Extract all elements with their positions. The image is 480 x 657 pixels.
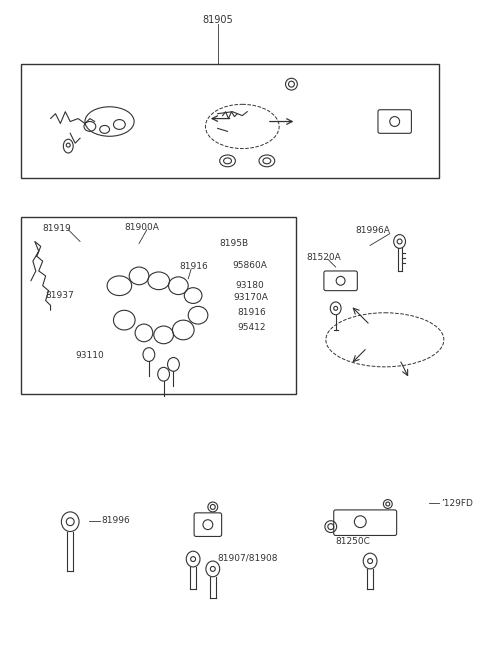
Text: 95412: 95412 <box>238 323 266 332</box>
Text: 81900A: 81900A <box>124 223 159 232</box>
Text: 81520A: 81520A <box>306 253 341 261</box>
Text: 81919: 81919 <box>43 224 72 233</box>
Text: ’129FD: ’129FD <box>441 499 473 507</box>
Text: 81916: 81916 <box>238 307 266 317</box>
Text: 81996: 81996 <box>102 516 131 525</box>
Text: 93110: 93110 <box>75 351 104 360</box>
Text: 81996A: 81996A <box>355 226 390 235</box>
Text: 81905: 81905 <box>203 15 233 25</box>
Bar <box>21 64 439 177</box>
Text: 81916: 81916 <box>180 261 208 271</box>
Text: 93170A: 93170A <box>233 293 268 302</box>
Bar <box>21 217 296 394</box>
Text: 81907/81908: 81907/81908 <box>218 554 278 562</box>
Text: 95860A: 95860A <box>232 261 267 269</box>
Text: 81937: 81937 <box>46 291 74 300</box>
Text: 93180: 93180 <box>235 281 264 290</box>
Text: 8195B: 8195B <box>220 239 249 248</box>
Text: 81250C: 81250C <box>336 537 371 546</box>
